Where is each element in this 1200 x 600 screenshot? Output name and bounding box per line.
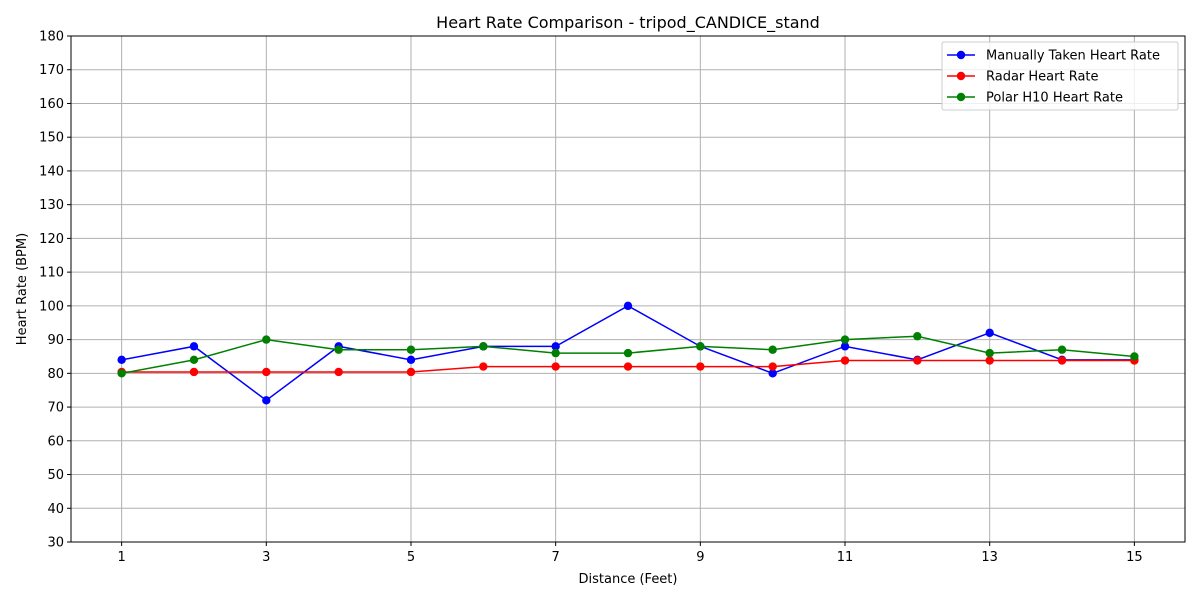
y-tick-label: 40 — [47, 502, 64, 517]
y-tick-label: 140 — [39, 164, 64, 179]
data-point — [623, 348, 633, 358]
y-tick-label: 30 — [47, 536, 64, 551]
data-point — [262, 367, 271, 377]
y-axis-label: Heart Rate (BPM) — [15, 233, 30, 345]
data-point — [840, 335, 850, 344]
data-point — [623, 301, 633, 311]
legend-marker — [956, 50, 966, 60]
legend-label: Polar H10 Heart Rate — [986, 91, 1123, 106]
x-tick-label: 9 — [696, 550, 704, 565]
series-3 — [117, 332, 1139, 378]
data-point — [117, 355, 126, 365]
legend-label: Radar Heart Rate — [986, 70, 1099, 85]
y-tick-label: 70 — [47, 401, 64, 416]
data-point — [551, 362, 560, 371]
data-point — [262, 396, 271, 405]
data-point — [551, 348, 560, 358]
y-tick-label: 110 — [39, 266, 64, 281]
x-tick-label: 1 — [117, 550, 125, 565]
grid — [71, 35, 1185, 543]
data-point — [623, 362, 633, 371]
data-point — [189, 342, 199, 351]
y-tick-label: 80 — [47, 367, 64, 382]
y-tick-label: 60 — [47, 434, 64, 449]
data-point — [1057, 356, 1067, 365]
data-point — [985, 348, 994, 358]
legend-marker — [956, 92, 966, 102]
data-point — [479, 342, 488, 351]
legend-item: Manually Taken Heart Rate — [947, 49, 1160, 64]
x-tick-label: 3 — [262, 550, 270, 565]
data-point — [189, 355, 199, 365]
data-point — [913, 332, 922, 341]
data-point — [1130, 352, 1139, 361]
y-tick-label: 90 — [47, 333, 64, 348]
data-point — [985, 356, 994, 365]
y-tick-label: 130 — [39, 198, 64, 213]
data-point — [334, 367, 343, 377]
legend-marker — [956, 71, 966, 81]
data-point — [406, 355, 416, 365]
x-tick-label: 13 — [981, 550, 998, 565]
data-point — [840, 356, 850, 365]
legend-item: Radar Heart Rate — [947, 70, 1099, 85]
plot-frame — [70, 35, 1186, 543]
x-tick-label: 11 — [837, 550, 854, 565]
y-tick-label: 50 — [47, 468, 64, 483]
y-tick-label: 180 — [39, 30, 64, 45]
data-point — [189, 367, 199, 377]
data-point — [479, 362, 488, 371]
data-point — [262, 335, 271, 344]
chart-title: Heart Rate Comparison - tripod_CANDICE_s… — [436, 13, 820, 33]
data-point — [768, 362, 777, 371]
axis-ticks: 1 3 5 7 9 11 13 1530405060708090100110120130140… — [39, 30, 1142, 566]
legend-box — [941, 41, 1179, 111]
data-point — [117, 369, 126, 378]
data-point — [768, 369, 777, 378]
y-tick-label: 160 — [39, 97, 64, 112]
series-layer — [117, 301, 1139, 405]
legend-item: Polar H10 Heart Rate — [947, 91, 1123, 106]
y-tick-label: 120 — [39, 232, 64, 247]
x-tick-label: 7 — [552, 550, 560, 565]
data-point — [913, 356, 922, 365]
y-tick-label: 100 — [39, 299, 64, 314]
data-point — [406, 367, 416, 377]
y-tick-label: 170 — [39, 63, 64, 78]
data-point — [334, 345, 343, 354]
data-point — [1057, 345, 1067, 354]
data-point — [985, 328, 994, 338]
data-point — [696, 362, 705, 371]
x-tick-label: 15 — [1126, 550, 1143, 565]
data-point — [840, 342, 850, 351]
x-axis-label: Distance (Feet) — [579, 572, 678, 587]
data-point — [406, 345, 416, 354]
legend: Manually Taken Heart Rate Radar Heart Rat… — [941, 41, 1179, 111]
legend-label: Manually Taken Heart Rate — [986, 49, 1160, 64]
data-point — [551, 342, 560, 351]
data-point — [768, 345, 777, 354]
x-tick-label: 5 — [407, 550, 415, 565]
y-tick-label: 150 — [39, 131, 64, 146]
data-point — [696, 342, 705, 351]
